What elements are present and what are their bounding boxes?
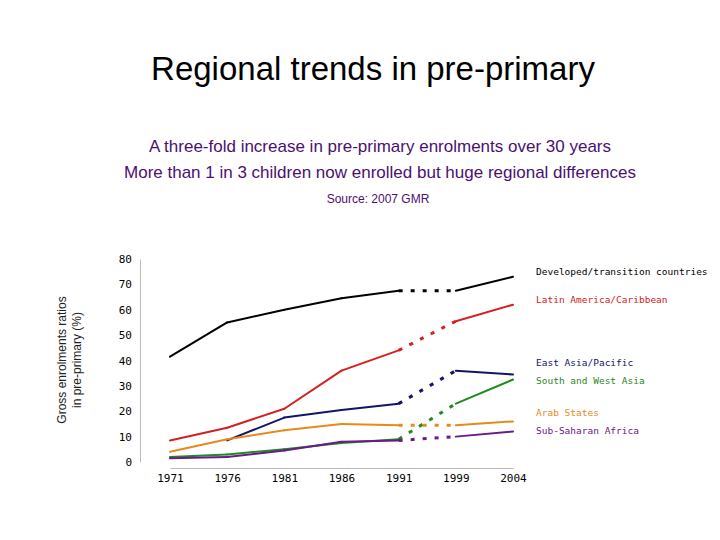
line-segment [284, 442, 341, 451]
tick-label: 70 [119, 278, 132, 291]
series-label: Latin America/Caribbean [536, 294, 668, 305]
tick-label: 1976 [214, 472, 241, 485]
series-label: East Asia/Pacific [536, 357, 633, 368]
slide: Regional trends in pre-primary A three-fo… [0, 0, 720, 540]
tick-label: 10 [119, 431, 132, 444]
line-segment-dotted [399, 437, 456, 441]
line-segment-dotted [399, 321, 456, 350]
tick-label: 1991 [386, 472, 413, 485]
tick-label: 1999 [443, 472, 470, 485]
line-segment [227, 430, 284, 439]
series-line [170, 277, 513, 357]
series-label: South and West Asia [536, 375, 645, 386]
x-tick: 1999 [443, 468, 470, 485]
series-line [170, 305, 513, 441]
line-segment [456, 305, 513, 321]
line-segment [456, 421, 513, 425]
series-line [170, 432, 513, 459]
x-tick: 1971 [157, 468, 184, 485]
y-tick: 30 [119, 380, 140, 393]
tick-label: 1981 [272, 472, 299, 485]
tick-label: 30 [119, 380, 132, 393]
series-label: Developed/transition countries [536, 266, 708, 277]
line-segment [456, 277, 513, 291]
series-line [170, 380, 513, 457]
line-segment [342, 291, 399, 299]
line-segment [342, 404, 399, 410]
y-tick: 20 [119, 405, 140, 418]
tick-label: 60 [119, 304, 132, 317]
series-line [170, 421, 513, 451]
tick-label: 1971 [157, 472, 184, 485]
subtitle: A three-fold increase in pre-primary enr… [149, 137, 611, 156]
line-segment [170, 428, 227, 441]
tick-label: 80 [119, 253, 132, 266]
source-note: Source: 2007 GMR [327, 192, 430, 206]
y-tick: 10 [119, 431, 140, 444]
line-segment [284, 298, 341, 309]
line-segment [456, 432, 513, 437]
legend: Developed/transition countries Latin Amer… [536, 266, 708, 436]
series-line [227, 371, 513, 441]
y-tick: 50 [119, 329, 140, 342]
line-segment-dotted [399, 424, 456, 427]
line-segment-dotted [399, 404, 456, 440]
tick-label: 20 [119, 405, 132, 418]
subtitle: More than 1 in 3 children now enrolled b… [124, 163, 636, 182]
line-segment [284, 424, 341, 430]
line-segment-dotted [399, 289, 456, 292]
tick-label: 0 [125, 456, 132, 469]
x-tick: 1976 [214, 468, 241, 485]
y-tick: 70 [119, 278, 140, 291]
line-segment [227, 451, 284, 457]
x-tick: 1986 [329, 468, 356, 485]
line-segment [227, 409, 284, 428]
tick-label: 40 [119, 355, 132, 368]
series-label: Arab States [536, 407, 599, 418]
line-segment-dotted [399, 371, 456, 404]
y-tick: 80 [119, 253, 140, 266]
series-label: Sub-Saharan Africa [536, 425, 639, 436]
line-segment [342, 440, 399, 441]
y-tick: 40 [119, 355, 140, 368]
line-segment [227, 310, 284, 323]
x-tick: 1981 [272, 468, 299, 485]
y-axis-title: in pre-primary (%) [70, 312, 84, 408]
line-segment [170, 322, 227, 356]
y-axis-title: Gross enrolments ratios [55, 296, 69, 423]
title: Regional trends in pre-primary [151, 50, 595, 87]
line-segment [342, 424, 399, 425]
line-segment [227, 418, 284, 441]
line-segment [284, 410, 341, 418]
x-axis: 1971 1976 1981 1986 1991 1999 2004 [157, 468, 527, 485]
y-axis: 0 10 20 30 40 50 60 70 80 [119, 253, 141, 469]
tick-label: 50 [119, 329, 132, 342]
x-tick: 1991 [386, 468, 413, 485]
line-segment [170, 457, 227, 458]
line-segment [456, 380, 513, 404]
line-segment [342, 350, 399, 370]
tick-label: 1986 [329, 472, 356, 485]
tick-label: 2004 [500, 472, 527, 485]
x-tick: 2004 [500, 468, 527, 485]
y-tick: 60 [119, 304, 140, 317]
y-tick: 0 [125, 456, 140, 469]
line-segment [284, 371, 341, 409]
axis-line [140, 260, 141, 463]
line-segment [342, 439, 399, 443]
line-segment [170, 439, 227, 452]
plot-area [170, 277, 513, 458]
axis-line [171, 468, 514, 469]
line-segment [456, 371, 513, 375]
